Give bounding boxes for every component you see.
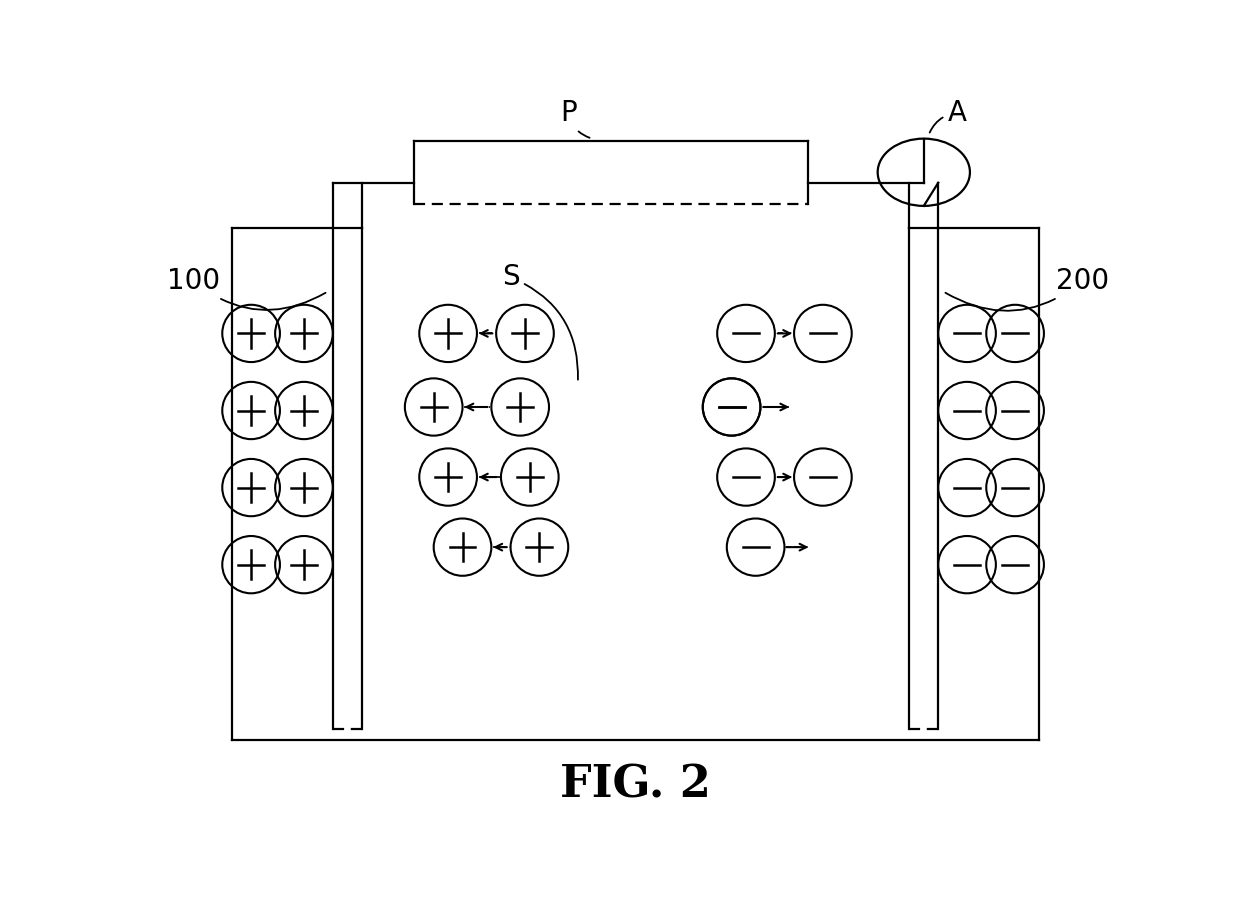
Text: 200: 200: [945, 267, 1109, 311]
Text: FIG. 2: FIG. 2: [560, 763, 711, 807]
Text: 100: 100: [167, 267, 326, 310]
Text: S: S: [502, 263, 578, 379]
Text: A: A: [930, 98, 967, 133]
Text: P: P: [559, 98, 589, 137]
